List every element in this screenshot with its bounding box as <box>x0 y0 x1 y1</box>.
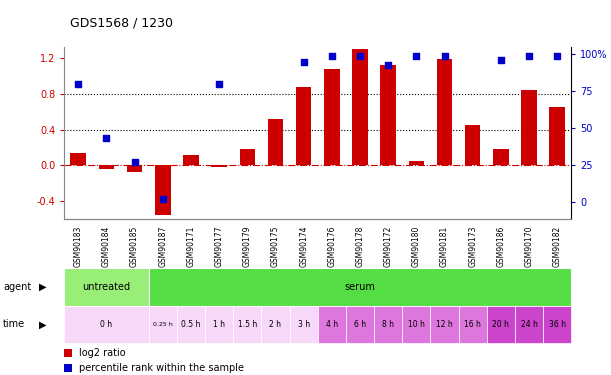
Point <box>383 62 393 68</box>
Point <box>214 81 224 87</box>
Point <box>440 53 450 59</box>
Text: 2 h: 2 h <box>269 320 282 329</box>
Bar <box>487 306 515 343</box>
Point <box>355 53 365 59</box>
Text: 6 h: 6 h <box>354 320 366 329</box>
Point <box>411 53 421 59</box>
Text: 12 h: 12 h <box>436 320 453 329</box>
Point <box>73 81 83 87</box>
Point <box>299 58 309 64</box>
Bar <box>402 306 430 343</box>
Bar <box>318 306 346 343</box>
Point <box>552 53 562 59</box>
Point <box>327 53 337 59</box>
Text: 8 h: 8 h <box>382 320 394 329</box>
Bar <box>409 161 424 165</box>
Text: 1.5 h: 1.5 h <box>238 320 257 329</box>
Text: 4 h: 4 h <box>326 320 338 329</box>
Point <box>496 57 506 63</box>
Text: 0 h: 0 h <box>100 320 112 329</box>
Bar <box>324 69 340 165</box>
Bar <box>430 306 459 343</box>
Bar <box>521 90 537 165</box>
Bar <box>493 149 508 165</box>
Bar <box>155 165 170 215</box>
Text: ▶: ▶ <box>38 320 46 329</box>
Bar <box>465 125 480 165</box>
Bar <box>346 306 374 343</box>
Bar <box>98 165 114 169</box>
Bar <box>268 119 284 165</box>
Text: 24 h: 24 h <box>521 320 538 329</box>
Text: 1 h: 1 h <box>213 320 225 329</box>
Bar <box>177 306 205 343</box>
Bar <box>64 364 71 372</box>
Text: time: time <box>3 320 25 329</box>
Bar <box>205 306 233 343</box>
Text: 0.25 h: 0.25 h <box>153 322 173 327</box>
Text: serum: serum <box>345 282 375 292</box>
Bar <box>374 306 402 343</box>
Text: 16 h: 16 h <box>464 320 481 329</box>
Bar <box>183 154 199 165</box>
Bar <box>70 153 86 165</box>
Bar <box>233 306 262 343</box>
Point <box>130 159 139 165</box>
Bar <box>381 65 396 165</box>
Text: 20 h: 20 h <box>492 320 510 329</box>
Bar <box>262 306 290 343</box>
Bar <box>437 60 452 165</box>
Text: percentile rank within the sample: percentile rank within the sample <box>79 363 244 373</box>
Bar <box>64 268 148 306</box>
Bar <box>290 306 318 343</box>
Bar <box>64 306 148 343</box>
Bar <box>515 306 543 343</box>
Text: untreated: untreated <box>82 282 131 292</box>
Point <box>158 196 167 202</box>
Point <box>524 53 534 59</box>
Point <box>101 135 111 141</box>
Text: GDS1568 / 1230: GDS1568 / 1230 <box>70 17 174 30</box>
Bar <box>543 306 571 343</box>
Bar <box>549 107 565 165</box>
Bar <box>148 268 571 306</box>
Bar <box>64 349 71 357</box>
Text: log2 ratio: log2 ratio <box>79 348 126 358</box>
Text: 10 h: 10 h <box>408 320 425 329</box>
Bar <box>459 306 487 343</box>
Text: agent: agent <box>3 282 31 292</box>
Text: 0.5 h: 0.5 h <box>181 320 200 329</box>
Text: ▶: ▶ <box>38 282 46 292</box>
Bar <box>240 149 255 165</box>
Bar <box>296 87 312 165</box>
Text: 3 h: 3 h <box>298 320 310 329</box>
Text: 36 h: 36 h <box>549 320 566 329</box>
Bar <box>148 306 177 343</box>
Bar <box>352 49 368 165</box>
Bar <box>211 165 227 167</box>
Bar <box>127 165 142 172</box>
